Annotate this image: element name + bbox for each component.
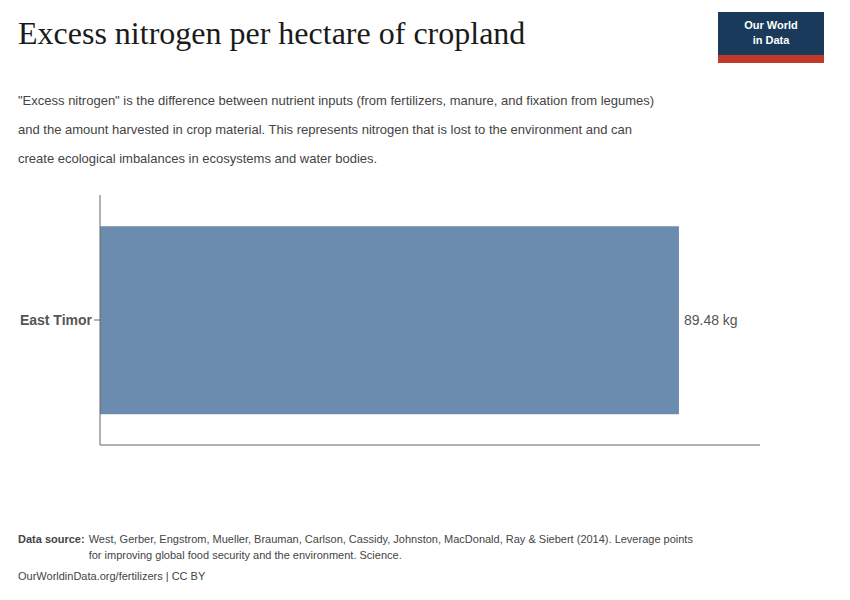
html-text:OurWorldinData.org/fertilizers: OurWorldinData.org/fertilizers | CC BY [18, 570, 206, 582]
html-text:and the amount harvested in cr: and the amount harvested in crop materia… [18, 122, 632, 137]
html-text:Our World in Data: Our World in Data [744, 19, 798, 46]
html-text:Excess nitrogen per hectare of: Excess nitrogen per hectare of cropland [18, 15, 526, 51]
svg-text:East Timor: East Timor [20, 312, 93, 328]
html-text:"Excess nitrogen" is the diffe: "Excess nitrogen" is the difference betw… [18, 93, 655, 108]
svg-text:89.48 kg: 89.48 kg [684, 312, 738, 328]
html-text:create ecological imbalances i: create ecological imbalances in ecosyste… [18, 151, 378, 166]
html-text:Data source: West, Gerber, Eng: Data source: West, Gerber, Engstrom, Mue… [18, 533, 693, 561]
